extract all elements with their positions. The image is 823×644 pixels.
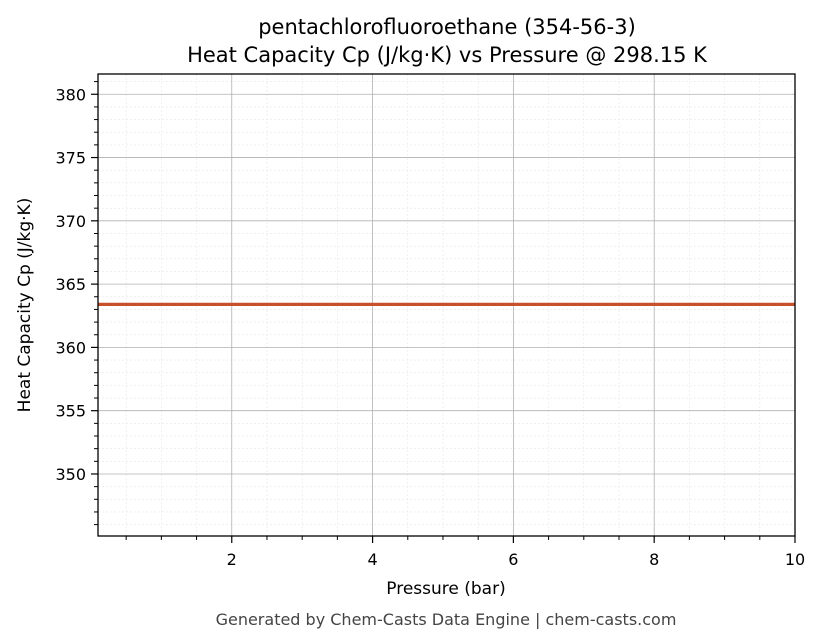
y-tick-label: 360 <box>55 338 86 357</box>
x-axis-label: Pressure (bar) <box>386 579 505 599</box>
y-tick-label: 350 <box>55 465 86 484</box>
x-tick-label: 2 <box>227 550 237 569</box>
minor-grid <box>98 74 795 536</box>
y-tick-label: 375 <box>55 149 86 168</box>
y-tick-label: 355 <box>55 402 86 421</box>
x-tick-label: 4 <box>367 550 377 569</box>
y-axis-label: Heat Capacity Cp (J/kg·K) <box>15 198 35 413</box>
y-axis-ticks: 350 355 360 365 370 375 380 <box>55 81 98 526</box>
x-tick-label: 6 <box>508 550 518 569</box>
plot-frame <box>97 73 796 537</box>
chart-subtitle: Heat Capacity Cp (J/kg·K) vs Pressure @ … <box>187 43 708 67</box>
chart-title: pentachlorofluoroethane (354-56-3) <box>258 15 636 39</box>
y-tick-label: 370 <box>55 212 86 231</box>
x-tick-label: 10 <box>785 550 805 569</box>
y-tick-label: 380 <box>55 85 86 104</box>
footer-credit: Generated by Chem-Casts Data Engine | ch… <box>216 610 677 629</box>
y-tick-label: 365 <box>55 275 86 294</box>
x-tick-label: 8 <box>649 550 659 569</box>
x-axis-ticks: 2 4 6 8 10 <box>125 536 805 569</box>
major-grid <box>98 74 796 536</box>
